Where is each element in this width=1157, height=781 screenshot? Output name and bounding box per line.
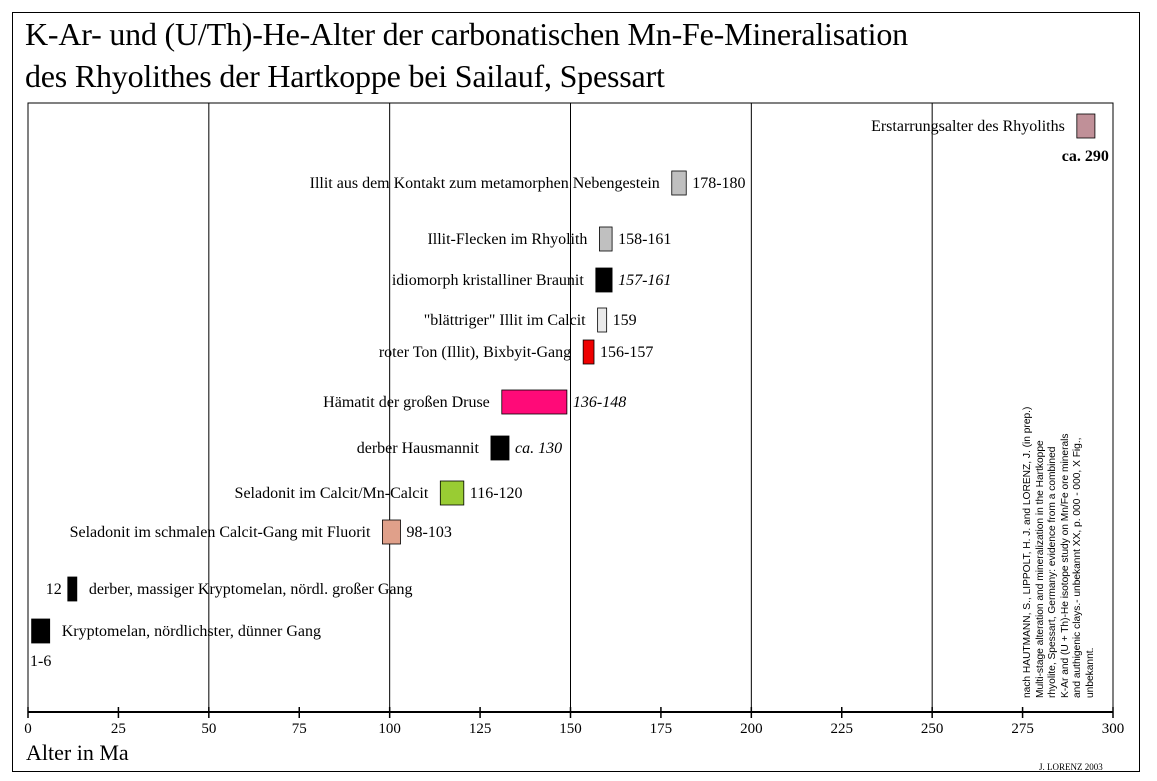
- chart-title-line-2: des Rhyolithes der Hartkoppe bei Sailauf…: [25, 58, 665, 94]
- x-tick-label: 200: [740, 721, 763, 737]
- bar-value-label: 136-148: [573, 394, 626, 411]
- range-bar: [67, 576, 78, 602]
- bar-value-label: 157-161: [618, 272, 671, 289]
- x-tick-label: 0: [24, 721, 32, 737]
- bar-value-label: 1-6: [30, 653, 51, 670]
- chart-title-line-1: K-Ar- und (U/Th)-He-Alter der carbonatis…: [25, 16, 908, 52]
- x-tick-label: 250: [921, 721, 944, 737]
- bar-label: Seladonit im schmalen Calcit-Gang mit Fl…: [70, 524, 371, 541]
- figure-frame: [12, 12, 1140, 772]
- range-bar: [595, 267, 613, 293]
- x-tick-label: 150: [559, 721, 582, 737]
- range-bar: [671, 170, 687, 196]
- bar-label: "blättriger" Illit im Calcit: [424, 312, 586, 329]
- x-axis-label: Alter in Ma: [26, 740, 129, 765]
- range-bar: [582, 339, 595, 365]
- reference-note-line: K-Ar and (U + Th)-He isotope study on Mn…: [1059, 433, 1071, 698]
- reference-note-line: Multi-stage alteration and mineralizatio…: [1034, 440, 1046, 698]
- range-bar: [599, 226, 613, 252]
- x-tick-label: 225: [831, 721, 854, 737]
- bar-value-label: 158-161: [618, 231, 671, 248]
- bar-label: roter Ton (Illit), Bixbyit-Gang: [379, 344, 571, 361]
- range-bar: [439, 480, 465, 506]
- x-tick-label: 100: [378, 721, 401, 737]
- x-tick-label: 25: [111, 721, 126, 737]
- bar-label: Erstarrungsalter des Rhyoliths: [871, 118, 1065, 135]
- x-tick-label: 300: [1102, 721, 1125, 737]
- bar-label: Hämatit der großen Druse: [323, 394, 490, 411]
- x-tick-label: 275: [1011, 721, 1034, 737]
- reference-note-line: rhyolite, Spessart, Germany: evidence fr…: [1047, 446, 1058, 698]
- bar-value-label: 156-157: [600, 344, 653, 361]
- range-bar: [597, 307, 608, 333]
- gridlines: [208, 103, 933, 712]
- bar-series: Erstarrungsalter des Rhyoliths ca. 290 Ill…: [30, 113, 1109, 670]
- x-tick-label: 175: [650, 721, 673, 737]
- bar-label: Seladonit im Calcit/Mn-Calcit: [235, 485, 429, 502]
- x-tick-label: 125: [469, 721, 492, 737]
- bar-value-label: 12: [46, 581, 62, 598]
- range-bar: [382, 519, 401, 545]
- bar-label: Kryptomelan, nördlichster, dünner Gang: [62, 623, 321, 640]
- reference-note: nach HAUTMANN, S., LIPPOLT, H. J. and LO…: [1022, 380, 1097, 698]
- bar-value-label: ca. 290: [1062, 148, 1109, 165]
- bar-value-label: 98-103: [407, 524, 452, 541]
- reference-note-line: unbekannt.: [1084, 647, 1096, 698]
- x-tick-label: 50: [201, 721, 216, 737]
- bar-label: derber Hausmannit: [357, 440, 480, 457]
- range-bar: [490, 435, 510, 461]
- range-bar: [501, 389, 568, 415]
- bar-value-label: 178-180: [692, 175, 745, 192]
- reference-note-line: and authigenic clays.- unbekannt XX, p. …: [1072, 437, 1083, 698]
- x-tick-label: 75: [292, 721, 307, 737]
- author-credit: J. LORENZ 2003: [1039, 762, 1103, 772]
- bar-value-label: ca. 130: [515, 440, 562, 457]
- bar-label: Illit-Flecken im Rhyolith: [427, 231, 587, 248]
- bar-label: idiomorph kristalliner Braunit: [392, 272, 585, 289]
- range-bar: [31, 618, 51, 644]
- bar-label: derber, massiger Kryptomelan, nördl. gro…: [89, 581, 413, 598]
- bar-value-label: 159: [613, 312, 637, 329]
- range-bar: [1076, 113, 1096, 139]
- bar-value-label: 116-120: [470, 485, 523, 502]
- x-axis: 0 25 50 75 100 125 150 175 200 225 250 275 300: [24, 707, 1124, 737]
- reference-note-line: nach HAUTMANN, S., LIPPOLT, H. J. and LO…: [1022, 406, 1033, 698]
- bar-label: Illit aus dem Kontakt zum metamorphen Ne…: [310, 175, 660, 192]
